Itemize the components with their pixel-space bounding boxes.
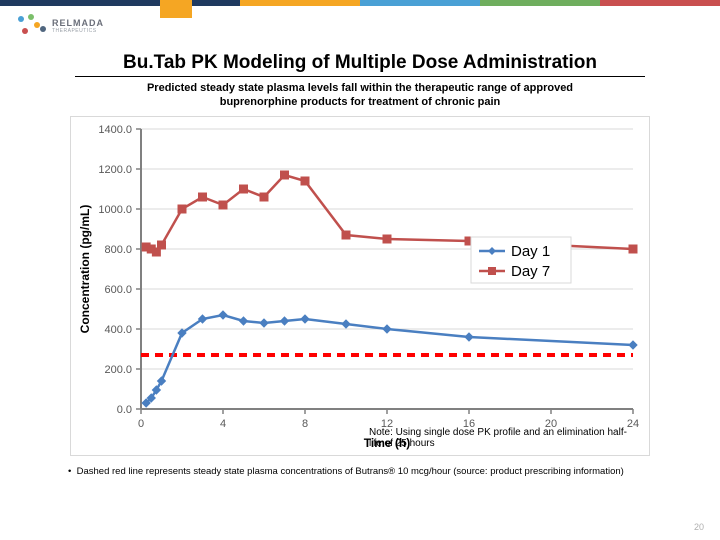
- footnote: • Dashed red line represents steady stat…: [60, 466, 660, 477]
- page-title: Bu.Tab PK Modeling of Multiple Dose Admi…: [0, 52, 720, 74]
- svg-text:200.0: 200.0: [104, 364, 132, 376]
- svg-text:Day 7: Day 7: [511, 263, 550, 280]
- svg-text:Day 1: Day 1: [511, 243, 550, 260]
- pk-chart: 0.0 200.0 400.0 600.0 800.0 1000.0 1200.0 1400.…: [70, 116, 650, 456]
- footnote-text: Dashed red line represents steady state …: [77, 466, 624, 477]
- bullet-icon: •: [68, 466, 71, 477]
- svg-text:1000.0: 1000.0: [98, 204, 132, 216]
- svg-text:1200.0: 1200.0: [98, 164, 132, 176]
- svg-text:600.0: 600.0: [104, 284, 132, 296]
- logo-icon: [14, 14, 48, 38]
- svg-text:0.0: 0.0: [117, 404, 132, 416]
- chart-note: Note: Using single dose PK profile and a…: [369, 427, 629, 449]
- svg-text:1400.0: 1400.0: [98, 124, 132, 136]
- svg-text:8: 8: [302, 418, 308, 430]
- svg-text:4: 4: [220, 418, 226, 430]
- brand-logo: RELMADA THERAPEUTICS: [14, 14, 104, 38]
- svg-text:0: 0: [138, 418, 144, 430]
- svg-text:800.0: 800.0: [104, 244, 132, 256]
- logo-text: RELMADA: [52, 19, 104, 28]
- tab-marker: [160, 0, 192, 18]
- brand-stripe: [0, 0, 720, 6]
- chart-svg: 0.0 200.0 400.0 600.0 800.0 1000.0 1200.0 1400.…: [71, 117, 651, 457]
- svg-text:400.0: 400.0: [104, 324, 132, 336]
- logo-subtext: THERAPEUTICS: [52, 28, 104, 34]
- title-underline: [75, 76, 645, 77]
- page-number: 20: [694, 522, 704, 532]
- page-subtitle: Predicted steady state plasma levels fal…: [0, 81, 720, 110]
- svg-text:Concentration (pg/mL): Concentration (pg/mL): [78, 204, 92, 333]
